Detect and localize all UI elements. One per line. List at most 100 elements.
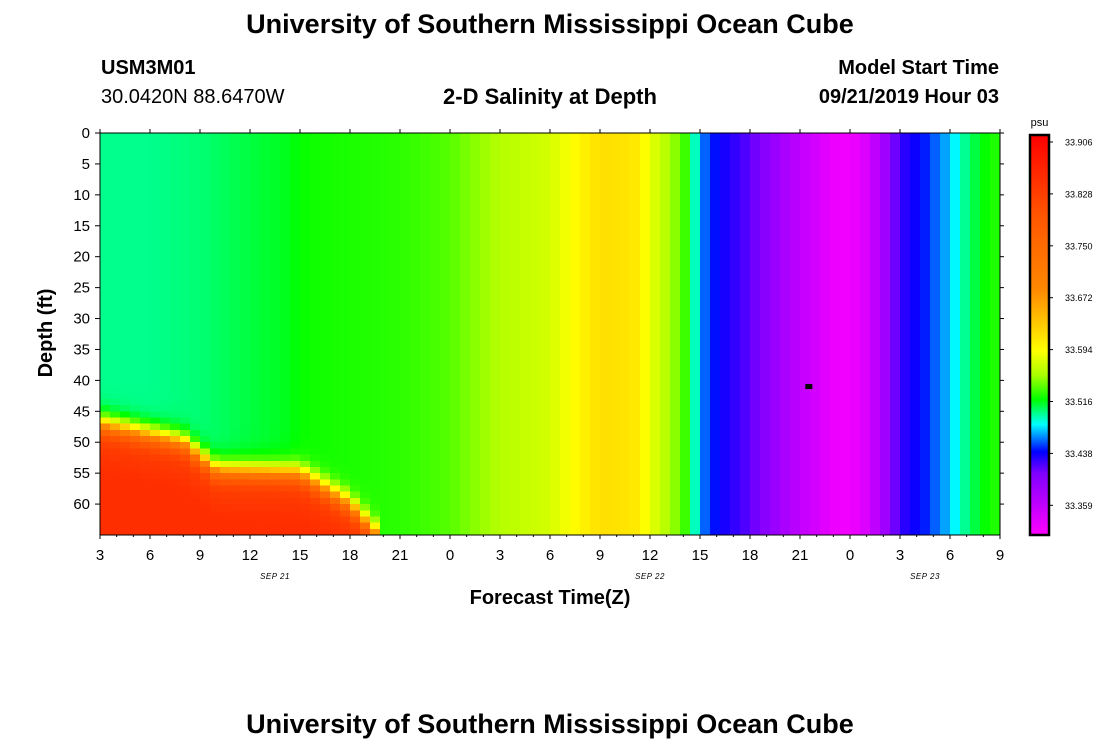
heatmap-cell	[810, 225, 821, 233]
heatmap-cell	[720, 330, 731, 338]
heatmap-cell	[890, 262, 901, 270]
heatmap-cell	[700, 287, 711, 295]
heatmap-cell	[340, 454, 351, 462]
heatmap-cell	[790, 460, 801, 468]
heatmap-cell	[270, 238, 281, 245]
heatmap-cell	[600, 436, 611, 443]
heatmap-cell	[700, 380, 711, 388]
heatmap-cell	[830, 182, 841, 190]
heatmap-cell	[910, 361, 921, 369]
heatmap-cell	[470, 442, 481, 450]
heatmap-cell	[150, 238, 161, 245]
heatmap-cell	[830, 442, 841, 450]
heatmap-cell	[820, 423, 831, 431]
heatmap-cell	[690, 423, 701, 431]
heatmap-cell	[370, 448, 381, 456]
heatmap-cell	[720, 219, 731, 227]
heatmap-cell	[390, 250, 401, 258]
heatmap-cell	[190, 157, 201, 165]
heatmap-cell	[600, 380, 611, 388]
heatmap-cell	[670, 182, 681, 190]
heatmap-cell	[890, 170, 901, 177]
heatmap-cell	[190, 250, 201, 258]
heatmap-cell	[950, 337, 961, 344]
heatmap-cell	[170, 368, 181, 375]
heatmap-cell	[830, 151, 841, 159]
heatmap-cell	[770, 306, 781, 313]
heatmap-cell	[950, 238, 961, 245]
heatmap-cell	[880, 442, 891, 450]
heatmap-cell	[780, 157, 791, 165]
heatmap-cell	[280, 182, 291, 190]
heatmap-cell	[380, 473, 391, 480]
heatmap-cell	[270, 157, 281, 165]
heatmap-cell	[460, 324, 471, 332]
heatmap-cell	[830, 145, 841, 153]
heatmap-cell	[310, 337, 321, 344]
heatmap-cell	[340, 299, 351, 307]
heatmap-cell	[420, 287, 431, 295]
heatmap-cell	[650, 386, 661, 394]
heatmap-cell	[290, 133, 301, 140]
heatmap-cell	[790, 429, 801, 437]
heatmap-cell	[790, 213, 801, 221]
heatmap-cell	[510, 466, 521, 474]
heatmap-cell	[920, 182, 931, 190]
heatmap-cell	[400, 275, 411, 283]
heatmap-cell	[160, 429, 171, 437]
heatmap-cell	[720, 429, 731, 437]
heatmap-cell	[880, 275, 891, 283]
heatmap-cell	[310, 417, 321, 425]
heatmap-cell	[680, 163, 691, 171]
heatmap-cell	[750, 256, 761, 264]
heatmap-cell	[370, 361, 381, 369]
heatmap-cell	[500, 411, 511, 419]
heatmap-cell	[430, 139, 441, 146]
heatmap-cell	[560, 429, 571, 437]
heatmap-cell	[110, 170, 121, 177]
heatmap-cell	[730, 355, 741, 363]
heatmap-cell	[510, 405, 521, 412]
heatmap-cell	[940, 231, 951, 239]
heatmap-cell	[340, 293, 351, 301]
heatmap-cell	[780, 145, 791, 153]
heatmap-cell	[900, 293, 911, 301]
heatmap-cell	[300, 473, 311, 480]
heatmap-cell	[790, 343, 801, 351]
heatmap-cell	[100, 194, 111, 202]
heatmap-cell	[240, 368, 251, 375]
heatmap-cell	[990, 256, 1001, 264]
heatmap-cell	[940, 460, 951, 468]
heatmap-cell	[680, 145, 691, 153]
heatmap-cell	[170, 139, 181, 146]
heatmap-cell	[400, 466, 411, 474]
heatmap-cell	[810, 275, 821, 283]
heatmap-cell	[970, 436, 981, 443]
heatmap-cell	[590, 176, 601, 184]
heatmap-cell	[700, 238, 711, 245]
heatmap-cell	[550, 318, 561, 326]
heatmap-cell	[760, 133, 771, 140]
heatmap-cell	[900, 337, 911, 344]
heatmap-cell	[440, 182, 451, 190]
heatmap-cell	[720, 139, 731, 146]
heatmap-cell	[340, 429, 351, 437]
heatmap-cell	[850, 429, 861, 437]
heatmap-cell	[790, 392, 801, 400]
heatmap-cell	[360, 324, 371, 332]
heatmap-cell	[550, 256, 561, 264]
heatmap-cell	[940, 361, 951, 369]
heatmap-cell	[340, 473, 351, 480]
heatmap-cell	[360, 238, 371, 245]
heatmap-cell	[100, 330, 111, 338]
heatmap-cell	[950, 368, 961, 375]
heatmap-cell	[360, 448, 371, 456]
heatmap-cell	[540, 145, 551, 153]
heatmap-cell	[230, 287, 241, 295]
heatmap-cell	[390, 151, 401, 159]
heatmap-cell	[840, 269, 851, 276]
heatmap-cell	[660, 312, 671, 320]
heatmap-cell	[500, 454, 511, 462]
heatmap-cell	[250, 133, 261, 140]
heatmap-cell	[890, 429, 901, 437]
